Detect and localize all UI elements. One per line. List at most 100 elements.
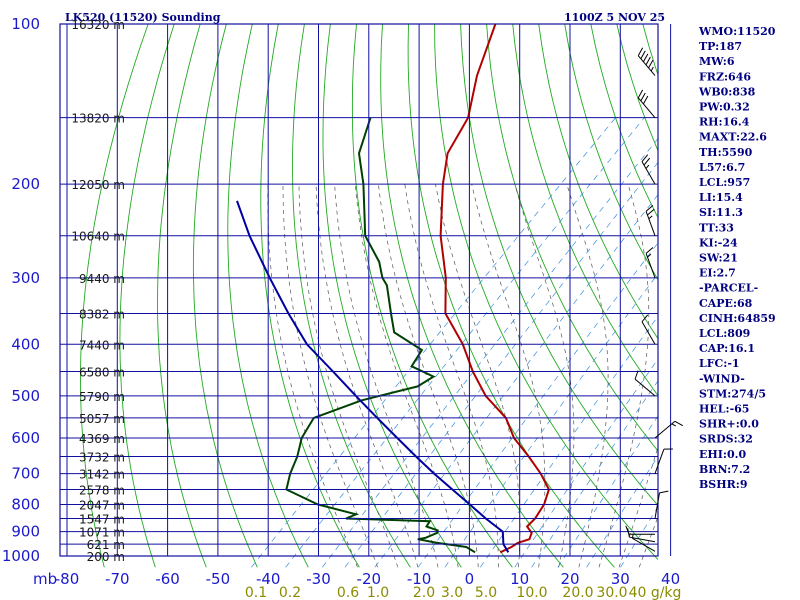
index-entry: WB0:838 — [698, 85, 756, 98]
index-entry: TH:5590 — [699, 146, 753, 159]
barb-staff — [632, 537, 656, 552]
temperature-tick-label: 20 — [560, 570, 579, 588]
mixing-ratio-label: 5.0 — [475, 585, 497, 600]
index-entry: LCL:957 — [699, 176, 750, 189]
moist-adiabat — [267, 184, 358, 568]
moist-adiabat — [378, 184, 479, 568]
pressure-unit-label: mb — [33, 570, 57, 588]
barb-staff — [654, 448, 665, 474]
barb-staff — [654, 420, 676, 439]
index-entry: L57:6.7 — [699, 161, 745, 174]
plot-border — [59, 23, 659, 557]
wind-barb — [645, 247, 656, 278]
sounding-traces — [236, 24, 550, 554]
mixing-ratio-label: 1.0 — [367, 585, 389, 600]
dry-adiabat — [192, 24, 258, 568]
wind-barb — [654, 490, 669, 519]
barb-flag — [642, 95, 649, 105]
wind-barb — [631, 533, 656, 552]
height-label: 5057 m — [79, 412, 125, 426]
index-entry: -PARCEL- — [699, 282, 758, 295]
wind-barb — [654, 420, 684, 439]
index-entry: SW:21 — [699, 252, 738, 265]
plot-frame — [59, 23, 672, 557]
barb-staff — [637, 55, 656, 76]
index-entry: LI:15.4 — [699, 191, 743, 204]
moist-adiabat — [282, 184, 378, 568]
temperature-tick-label: 0 — [465, 570, 475, 588]
index-entry: PW:0.32 — [699, 101, 750, 114]
height-label: 8382 m — [79, 307, 125, 321]
height-label: 1071 m — [79, 526, 125, 540]
barb-flag — [648, 59, 654, 69]
moist-adiabat — [334, 184, 439, 568]
dry-adiabat — [157, 24, 207, 568]
index-entry: KI:-24 — [699, 236, 738, 249]
dry-adiabat — [763, 0, 800, 567]
barb-flag — [674, 420, 684, 427]
height-label: 200 m — [87, 550, 125, 564]
barb-flag — [640, 92, 646, 102]
height-label: 9440 m — [79, 272, 125, 286]
pressure-tick-label: 100 — [11, 15, 40, 33]
moist-adiabat — [566, 183, 609, 568]
mixing-ratio-label: 0.1 — [245, 585, 267, 600]
pressure-tick-label: 200 — [11, 175, 40, 193]
index-entry: CAP:16.1 — [699, 342, 755, 355]
wind-barb — [654, 448, 673, 474]
sounding-time: 1100Z 5 NOV 25 — [564, 11, 665, 24]
height-label: 5790 m — [79, 390, 125, 404]
temperature-tick-label: -30 — [306, 570, 331, 588]
barb-flag — [641, 314, 649, 323]
mixing-ratio-line — [514, 358, 658, 568]
wind-barb — [637, 47, 656, 76]
barb-flag — [647, 208, 655, 216]
height-label: 6580 m — [79, 366, 125, 380]
mixing-ratio-label: 30.0 — [596, 585, 627, 600]
barb-flag — [645, 247, 654, 254]
height-label: 16320 m — [71, 18, 125, 32]
stability-index-list: WMO:11520 TP:187 MW:6 FRZ:646 WB0:838 PW:0.32… — [698, 25, 776, 491]
mixing-ratio-label: 3.0 — [441, 585, 463, 600]
index-entry: CAPE:68 — [699, 297, 753, 310]
barb-flag — [637, 89, 644, 99]
wind-barb — [634, 370, 656, 397]
dry-adiabat — [590, 24, 658, 219]
barb-staff — [645, 253, 656, 278]
dry-adiabat — [119, 24, 175, 568]
index-entry: EHI:0.0 — [699, 448, 746, 461]
barb-flag — [625, 525, 630, 535]
temperature-tick-label: 10 — [510, 570, 529, 588]
height-label: 4369 m — [79, 432, 125, 446]
barb-half-flag — [648, 215, 653, 220]
dry-adiabat — [380, 24, 564, 568]
temperature-trace — [439, 24, 550, 554]
barb-flag — [641, 154, 649, 162]
height-label: 10640 m — [71, 230, 125, 244]
pressure-tick-label: 300 — [11, 269, 40, 287]
wind-barb — [641, 314, 656, 345]
barb-flag — [642, 53, 649, 63]
moist-adiabat — [514, 184, 575, 568]
height-label: 621 m — [87, 538, 125, 552]
index-entry: STM:274/5 — [699, 387, 766, 400]
temperature-tick-label: -20 — [357, 570, 382, 588]
index-entry: TP:187 — [699, 40, 742, 53]
barb-staff — [641, 321, 656, 345]
temperature-tick-label: 40 — [661, 570, 680, 588]
height-label: 3732 m — [79, 450, 125, 464]
height-label: 2047 m — [79, 498, 125, 512]
barb-flag — [634, 370, 639, 380]
mixing-ratio-line — [531, 380, 658, 568]
dry-adiabat — [260, 24, 360, 568]
barb-half-flag — [650, 66, 654, 72]
index-entry: SI:11.3 — [699, 206, 743, 219]
wind-barb — [637, 89, 656, 119]
index-entry: EI:2.7 — [699, 267, 736, 280]
mixing-ratio-label: 0.2 — [279, 585, 301, 600]
index-entry: CINH:64859 — [699, 312, 776, 325]
index-entry: WMO:11520 — [698, 25, 776, 38]
index-entry: RH:16.4 — [699, 116, 750, 129]
temperature-tick-label: -50 — [206, 570, 231, 588]
